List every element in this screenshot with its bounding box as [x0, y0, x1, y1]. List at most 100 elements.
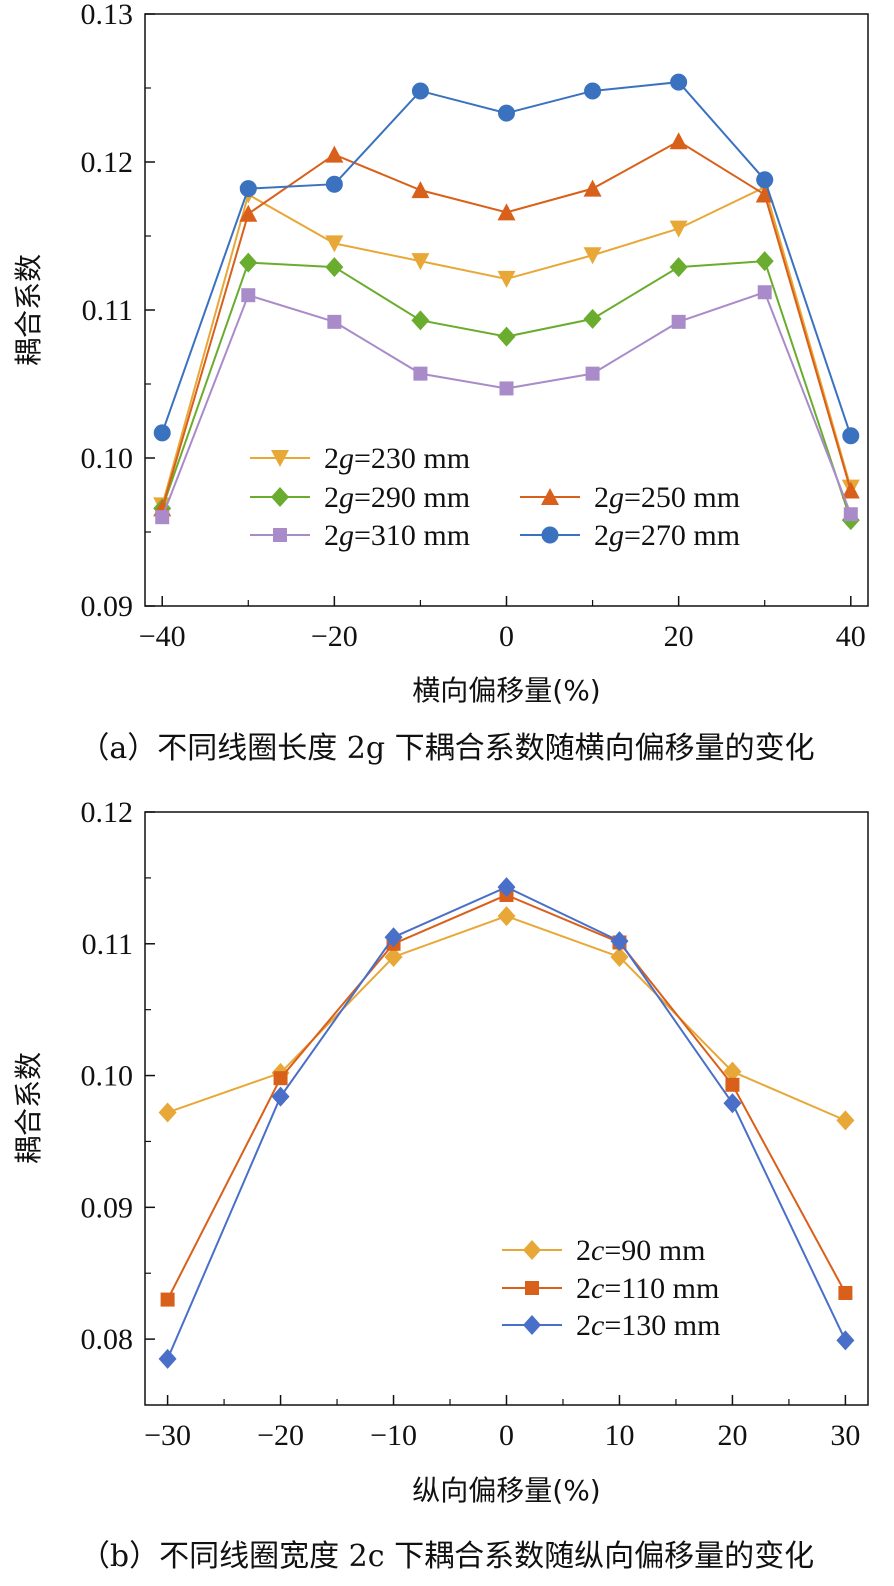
data-point [273, 1071, 288, 1086]
data-point [271, 1086, 290, 1107]
legend-entry: 2c=90 mm [502, 1234, 705, 1267]
x-tick-label: 20 [664, 620, 694, 653]
figure-caption: （b）不同线圈宽度 2c 下耦合系数随纵向偏移量的变化 [80, 1539, 814, 1574]
data-point [155, 510, 170, 525]
legend-label: 2g=270 mm [594, 519, 740, 552]
data-point [670, 73, 688, 91]
y-tick-label: 0.10 [81, 442, 134, 475]
x-tick-label: 30 [830, 1419, 860, 1452]
data-point [585, 366, 600, 381]
legend-label: 2g=250 mm [594, 481, 740, 514]
legend-marker [523, 1315, 541, 1335]
x-tick-label: 0 [499, 1419, 514, 1452]
data-point [158, 1102, 177, 1123]
data-point [497, 203, 516, 221]
data-point [583, 179, 602, 197]
data-point [756, 171, 774, 189]
data-point [239, 180, 257, 198]
y-tick-label: 0.11 [82, 928, 133, 961]
data-point [413, 366, 428, 381]
legend-marker [541, 488, 559, 505]
x-tick-label: −40 [139, 620, 186, 653]
data-point [497, 906, 516, 927]
data-point [610, 931, 629, 952]
series-line [161, 290, 852, 518]
data-point [669, 132, 688, 150]
data-point [325, 175, 343, 193]
data-point [158, 1348, 177, 1369]
legend-entry: 2g=310 mm [250, 519, 470, 552]
data-point [838, 1285, 853, 1300]
legend-marker [271, 487, 289, 507]
data-point [384, 927, 403, 948]
series-2c-90-mm [158, 906, 855, 1131]
legend-label: 2g=230 mm [324, 442, 470, 475]
x-axis-label: 纵向偏移量(%) [412, 1474, 600, 1507]
series-2g-230-mm [153, 179, 860, 515]
chart-panel-a: 0.09 0.10 0.11 0.12 0.13 −40 −20 0 20 40 横向偏移量(%) 耦… [12, 0, 869, 766]
series-line [167, 915, 846, 1122]
y-tick-label: 0.10 [81, 1060, 134, 1093]
data-point [239, 204, 258, 222]
x-axis-label: 横向偏移量(%) [412, 674, 600, 707]
data-point [239, 252, 258, 273]
data-point [755, 251, 774, 272]
y-tick-label: 0.12 [81, 146, 134, 179]
legend-label: 2c=110 mm [576, 1272, 719, 1305]
series-2c-110-mm [160, 888, 853, 1307]
legend-label: 2g=290 mm [324, 481, 470, 514]
data-point [499, 381, 514, 396]
x-tick-label: −10 [370, 1419, 417, 1452]
data-point [498, 104, 515, 122]
data-point [843, 507, 858, 522]
series-2g-270-mm [153, 73, 860, 445]
y-tick-label: 0.08 [81, 1323, 134, 1356]
y-tick-label: 0.13 [81, 0, 134, 31]
legend-label: 2c=90 mm [576, 1234, 705, 1267]
data-point [325, 257, 344, 278]
data-point [671, 314, 686, 329]
legend-entry: 2g=250 mm [520, 481, 740, 514]
x-tick-label: −30 [144, 1419, 191, 1452]
y-tick-label: 0.11 [82, 294, 133, 327]
data-point [836, 1330, 855, 1351]
legend-marker [525, 1281, 539, 1295]
y-axis-label: 耦合系数 [12, 254, 45, 366]
data-point [497, 270, 516, 288]
data-point [497, 326, 516, 347]
data-point [842, 427, 860, 445]
legend-marker [523, 1240, 541, 1260]
y-tick-label: 0.12 [81, 796, 134, 829]
data-point [841, 481, 860, 499]
data-point [669, 220, 688, 238]
figure-caption: （a）不同线圈长度 2g 下耦合系数随横向偏移量的变化 [79, 731, 814, 766]
y-axis-label: 耦合系数 [12, 1052, 45, 1164]
data-point [584, 82, 602, 100]
data-point [153, 424, 171, 442]
series-2g-310-mm [155, 285, 858, 525]
x-tick-label: 20 [717, 1419, 747, 1452]
x-tick-label: 40 [836, 620, 866, 653]
data-point [497, 877, 516, 898]
data-point [384, 946, 403, 967]
data-point [836, 1110, 855, 1131]
data-point [411, 82, 429, 100]
series-2c-130-mm [158, 877, 855, 1369]
legend-entry: 2g=270 mm [520, 519, 740, 552]
x-tick-label: 0 [499, 620, 514, 653]
legend-entry: 2g=290 mm [250, 481, 470, 514]
plot-frame [144, 13, 869, 607]
legend-marker [273, 528, 287, 542]
data-point [411, 253, 430, 271]
data-point [160, 1292, 175, 1307]
chart-panel-b: 0.08 0.09 0.10 0.11 0.12 −30 −20 −10 0 10 20 30 纵向偏移… [12, 796, 869, 1574]
data-point [723, 1061, 742, 1082]
legend-marker [271, 450, 289, 467]
x-tick-label: −20 [311, 620, 358, 653]
data-point [583, 308, 602, 329]
data-point [583, 247, 602, 265]
legend-label: 2c=130 mm [576, 1309, 720, 1342]
data-point [327, 314, 342, 329]
legend-marker [541, 526, 559, 544]
